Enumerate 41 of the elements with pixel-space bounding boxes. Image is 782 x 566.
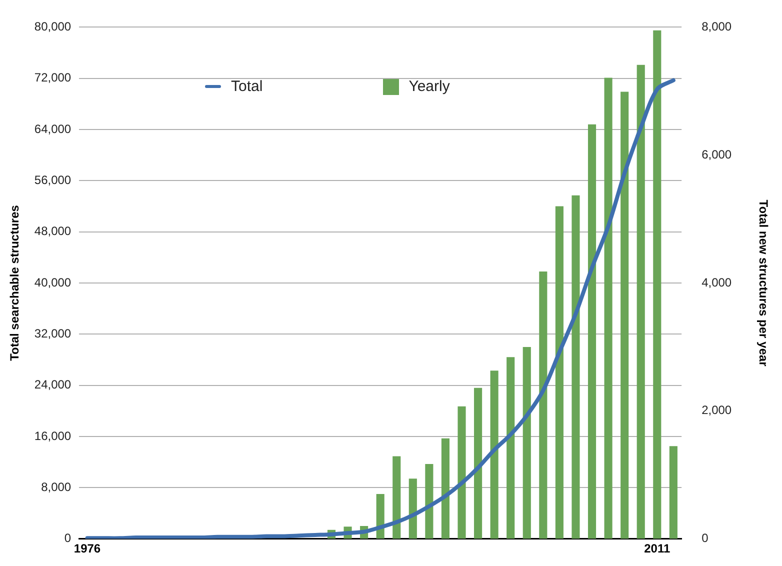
bar	[490, 370, 498, 539]
bar	[588, 124, 596, 539]
bar	[653, 30, 662, 539]
y-tick-label: 80,000	[34, 20, 72, 34]
bar	[636, 64, 645, 539]
legend-label: Total	[231, 78, 263, 95]
bar	[669, 446, 678, 539]
y-tick-label: 32,000	[34, 326, 72, 340]
y-tick-label: 0	[64, 531, 72, 546]
y-axis-title: Total searchable structures	[8, 204, 22, 361]
y-tick-label: 24,000	[34, 378, 72, 392]
bar	[522, 346, 531, 539]
bar	[474, 388, 482, 539]
y-tick-label: 48,000	[34, 224, 72, 238]
y-tick-label: 8,000	[41, 480, 72, 494]
line-series	[85, 78, 676, 539]
x-tick-label: 2011	[644, 541, 670, 556]
y-tick-label: 40,000	[34, 275, 72, 290]
y-tick-label: 72,000	[34, 70, 72, 85]
bar	[572, 195, 580, 539]
bar	[539, 271, 548, 539]
bar	[506, 357, 515, 539]
bar	[392, 456, 401, 539]
y-tick-label: 64,000	[34, 122, 72, 136]
y2-tick-label: 4,000	[702, 275, 732, 290]
y2-tick-label: 0	[702, 531, 709, 546]
bar	[425, 464, 434, 539]
y2-tick-label: 2,000	[702, 403, 732, 418]
y2-axis-title: Total new structures per year	[756, 200, 770, 367]
y2-tick-label: 8,000	[702, 20, 732, 34]
legend-label: Yearly	[408, 78, 450, 95]
bar	[458, 406, 466, 539]
x-tick-label: 1976	[74, 541, 101, 556]
y-tick-label: 16,000	[34, 428, 72, 443]
bar	[441, 438, 450, 539]
bar	[620, 92, 629, 539]
bar	[408, 478, 417, 539]
y2-tick-label: 6,000	[702, 147, 732, 162]
bar	[604, 78, 612, 539]
y-tick-label: 56,000	[34, 172, 72, 187]
bar	[555, 206, 564, 539]
